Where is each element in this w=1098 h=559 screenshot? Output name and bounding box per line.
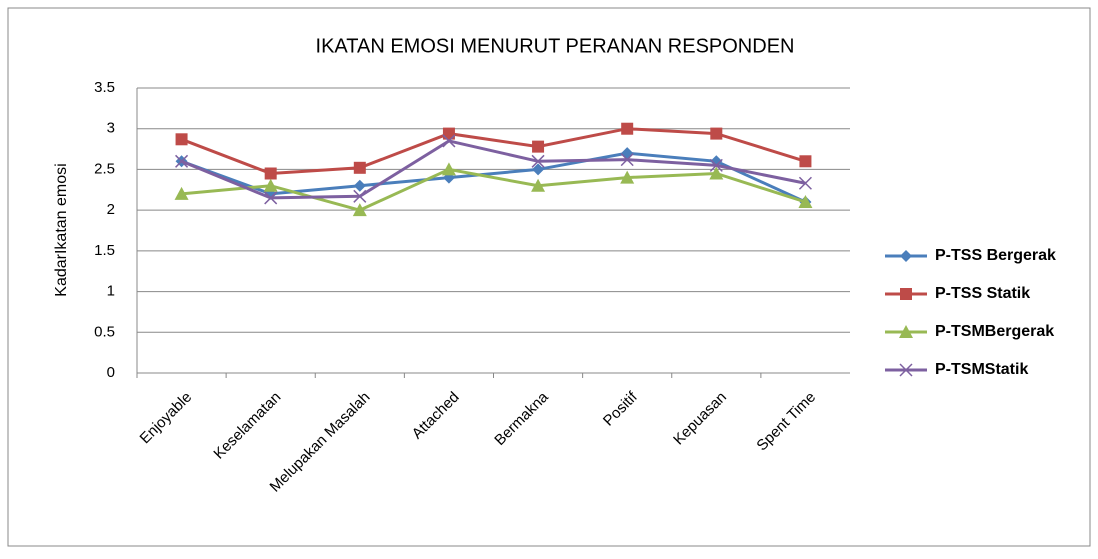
- chart-title: IKATAN EMOSI MENURUT PERANAN RESPONDEN: [316, 35, 795, 57]
- data-point: [710, 127, 723, 140]
- data-point: [441, 162, 456, 176]
- legend-label: P-TSS Bergerak: [935, 247, 1056, 264]
- data-point: [352, 203, 367, 217]
- data-point: [621, 122, 634, 135]
- data-point: [353, 179, 366, 192]
- y-tick-label: 0.5: [94, 323, 115, 340]
- data-point: [264, 167, 277, 180]
- data-point: [709, 166, 724, 180]
- legend-marker: [900, 250, 912, 262]
- y-axis-label: KadarIkatan emosi: [53, 163, 70, 296]
- series-line: [181, 151, 807, 204]
- series-line: [180, 139, 806, 200]
- data-point: [798, 176, 812, 190]
- data-point: [175, 133, 188, 146]
- y-tick-label: 2: [107, 201, 115, 218]
- y-tick-label: 0: [107, 364, 115, 381]
- legend-marker: [900, 288, 912, 300]
- data-point: [532, 163, 545, 176]
- y-tick-label: 1.5: [94, 242, 115, 259]
- data-point: [532, 140, 545, 153]
- data-point: [174, 186, 189, 200]
- data-point: [175, 154, 189, 168]
- y-tick-label: 3.5: [94, 79, 115, 96]
- legend-marker: [899, 325, 913, 338]
- data-point: [531, 178, 546, 192]
- series-line: [181, 167, 806, 212]
- data-point: [799, 155, 812, 168]
- chart-frame: [7, 7, 1091, 547]
- data-point: [264, 191, 278, 205]
- data-point: [263, 178, 278, 192]
- data-point: [620, 153, 634, 167]
- data-point: [620, 170, 635, 184]
- y-tick-label: 2.5: [94, 160, 115, 177]
- y-tick-label: 1: [107, 283, 115, 300]
- legend-marker: [899, 363, 913, 377]
- legend-label: P-TSMBergerak: [935, 323, 1054, 340]
- data-point: [798, 195, 813, 208]
- data-point: [442, 127, 455, 140]
- y-tick-label: 3: [107, 120, 115, 137]
- data-point: [353, 189, 367, 203]
- data-point: [709, 158, 723, 172]
- legend-label: P-TSS Statik: [935, 285, 1030, 302]
- series-line: [181, 127, 806, 176]
- data-point: [442, 134, 456, 148]
- data-point: [353, 161, 366, 174]
- data-point: [531, 154, 545, 168]
- legend-label: P-TSMStatik: [935, 361, 1028, 378]
